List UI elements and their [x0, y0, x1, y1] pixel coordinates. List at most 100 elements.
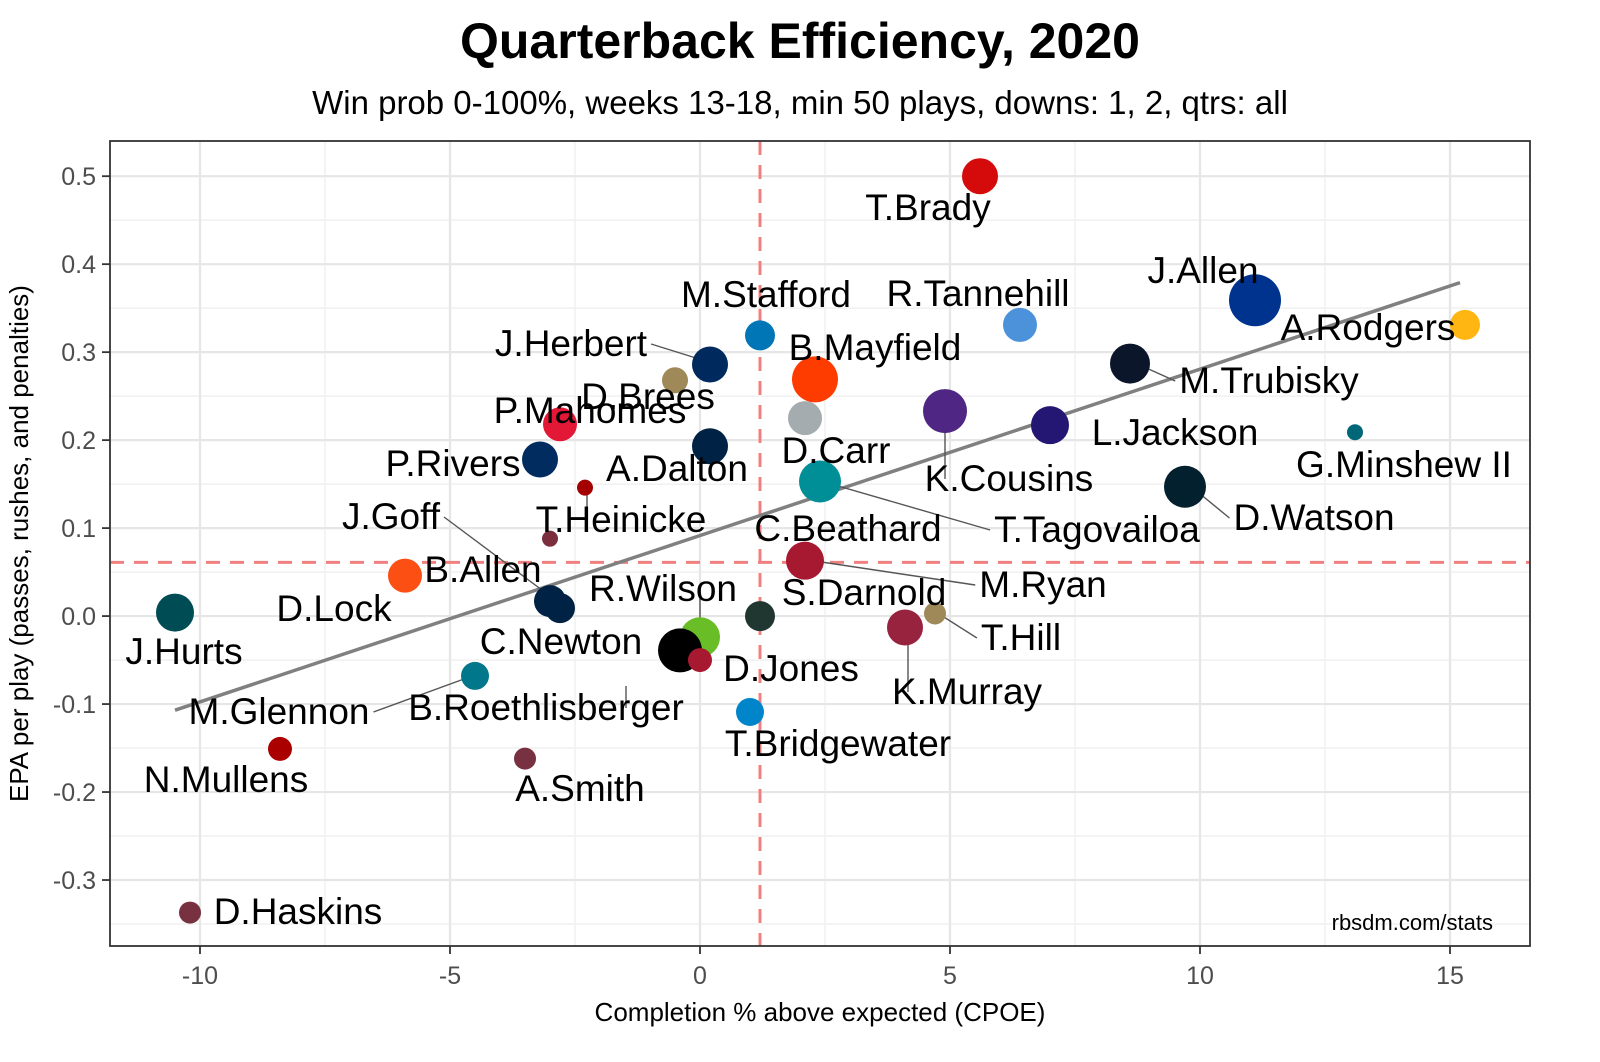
point-label: C.Newton [480, 621, 642, 662]
data-point [662, 367, 688, 394]
y-tick-label: 0.0 [61, 603, 96, 631]
source-caption: rbsdm.com/stats [1332, 910, 1493, 935]
point-label: S.Darnold [782, 572, 947, 613]
data-point [1164, 465, 1206, 508]
data-point [577, 479, 593, 496]
point-label: L.Jackson [1092, 412, 1259, 453]
reference-lines [110, 141, 1530, 946]
major-gridlines [110, 141, 1530, 946]
data-point [799, 460, 841, 503]
y-axis-title: EPA per play (passes, rushes, and penalt… [4, 285, 34, 802]
x-tick-label: 5 [943, 962, 957, 990]
point-label: T.Tagovailoa [994, 509, 1200, 550]
point-label: K.Cousins [925, 458, 1094, 499]
point-label: A.Smith [515, 768, 645, 809]
plot-panel-border [109, 140, 1531, 947]
y-tick-label: 0.1 [61, 515, 96, 543]
point-label: R.Tannehill [886, 273, 1069, 314]
data-point [1031, 406, 1069, 445]
data-point [788, 401, 822, 436]
point-label: R.Wilson [589, 568, 737, 609]
y-axis-ticks: -0.3 -0.2 -0.1 0.0 0.1 0.2 0.3 0.4 0.5 [53, 163, 110, 895]
data-point [542, 530, 558, 547]
data-point [179, 901, 201, 924]
x-tick-label: -10 [182, 962, 218, 990]
point-label: C.Beathard [754, 508, 941, 549]
point-label: T.Hill [981, 617, 1061, 658]
x-tick-label: 10 [1186, 962, 1214, 990]
point-label: T.Brady [865, 187, 991, 228]
label-leader-line [373, 674, 476, 713]
y-tick-label: -0.2 [53, 779, 96, 807]
y-tick-label: 0.3 [61, 339, 96, 367]
chart-title: Quarterback Efficiency, 2020 [460, 13, 1140, 69]
data-point [1110, 343, 1150, 384]
data-point [692, 428, 728, 465]
point-label: D.Haskins [214, 891, 383, 932]
y-tick-label: 0.4 [61, 251, 96, 279]
data-point [924, 602, 946, 625]
y-tick-label: 0.5 [61, 163, 96, 191]
label-leader-line [820, 480, 991, 531]
point-label: K.Murray [892, 671, 1043, 712]
y-tick-label: 0.2 [61, 427, 96, 455]
point-label: P.Mahomes [494, 390, 687, 431]
point-label: D.Carr [782, 430, 891, 471]
data-point [1347, 424, 1363, 441]
data-point [692, 346, 728, 383]
data-point [745, 320, 775, 351]
data-points [156, 158, 1480, 924]
chart-subtitle: Win prob 0-100%, weeks 13-18, min 50 pla… [312, 84, 1288, 121]
x-tick-label: 15 [1436, 962, 1464, 990]
point-label: P.Rivers [385, 443, 520, 484]
point-label: A.Rodgers [1281, 307, 1456, 348]
data-point [1229, 274, 1281, 327]
data-point [962, 158, 998, 195]
point-label: A.Dalton [606, 448, 748, 489]
data-point [543, 407, 577, 442]
point-label: B.Roethlisberger [408, 687, 684, 728]
data-point [156, 593, 194, 632]
data-point [514, 747, 536, 770]
data-point [545, 593, 575, 624]
data-point [388, 558, 422, 593]
x-axis-ticks: -10 -5 0 5 10 15 [182, 946, 1464, 990]
y-tick-label: -0.1 [53, 691, 96, 719]
x-tick-label: -5 [439, 962, 461, 990]
point-label: D.Lock [276, 588, 392, 629]
label-leader-line [807, 559, 976, 586]
point-label: D.Jones [723, 648, 859, 689]
label-leader-line [443, 516, 555, 600]
point-label: J.Herbert [495, 323, 648, 364]
point-label: N.Mullens [144, 759, 309, 800]
data-point [792, 356, 838, 403]
point-label: M.Ryan [979, 564, 1106, 605]
point-labels: T.Brady J.Allen A.Rodgers R.Tannehill M.Staf… [125, 187, 1512, 932]
x-axis-title: Completion % above expected (CPOE) [595, 997, 1046, 1027]
point-label: D.Watson [1233, 497, 1394, 538]
data-point [736, 697, 764, 726]
point-label: M.Trubisky [1179, 360, 1359, 401]
point-label: T.Bridgewater [725, 723, 951, 764]
data-point [268, 736, 292, 761]
y-tick-label: -0.3 [53, 867, 96, 895]
data-point [1450, 309, 1480, 340]
data-point [887, 609, 923, 646]
data-point [745, 601, 775, 632]
point-label: J.Allen [1147, 250, 1258, 291]
point-label: M.Glennon [189, 691, 370, 732]
data-point [688, 648, 712, 673]
x-tick-label: 0 [693, 962, 707, 990]
point-label: B.Mayfield [789, 327, 962, 368]
data-point [786, 541, 824, 580]
point-label: B.Allen [424, 549, 541, 590]
data-point [923, 389, 967, 434]
point-label: G.Minshew II [1296, 444, 1512, 485]
data-point [1003, 307, 1037, 342]
point-label: M.Stafford [681, 274, 851, 315]
point-label: J.Hurts [125, 631, 242, 672]
point-label: T.Heinicke [536, 499, 707, 540]
point-label: D.Brees [581, 376, 715, 417]
data-point [461, 661, 489, 690]
